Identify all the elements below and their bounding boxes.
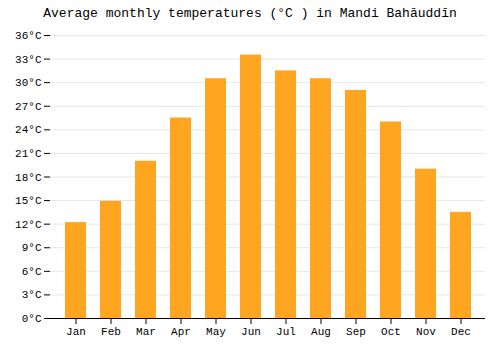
svg-text:Feb: Feb [101, 326, 121, 338]
svg-text:Sep: Sep [346, 326, 366, 338]
svg-text:Jul: Jul [276, 326, 296, 338]
svg-text:Oct: Oct [381, 326, 401, 338]
svg-text:3°C: 3°C [22, 289, 42, 301]
svg-text:Mar: Mar [136, 326, 156, 338]
svg-text:Apr: Apr [171, 326, 191, 338]
svg-text:27°C: 27°C [15, 101, 42, 113]
svg-text:Jun: Jun [241, 326, 261, 338]
html-text:Average monthly temperatures (: Average monthly temperatures (°C ) in Ma… [43, 6, 457, 21]
svg-text:21°C: 21°C [15, 148, 42, 160]
svg-text:9°C: 9°C [22, 242, 42, 254]
svg-text:33°C: 33°C [15, 54, 42, 66]
svg-text:24°C: 24°C [15, 124, 42, 136]
svg-text:Dec: Dec [451, 326, 471, 338]
svg-text:36°C: 36°C [15, 30, 42, 42]
svg-text:Jan: Jan [66, 326, 86, 338]
svg-text:15°C: 15°C [15, 195, 42, 207]
svg-text:0°C: 0°C [22, 313, 42, 325]
svg-text:30°C: 30°C [15, 77, 42, 89]
svg-text:18°C: 18°C [15, 172, 42, 184]
svg-text:Nov: Nov [416, 326, 436, 338]
svg-text:Aug: Aug [311, 326, 331, 338]
svg-text:May: May [206, 326, 226, 338]
svg-text:12°C: 12°C [15, 219, 42, 231]
svg-text:6°C: 6°C [22, 266, 42, 278]
